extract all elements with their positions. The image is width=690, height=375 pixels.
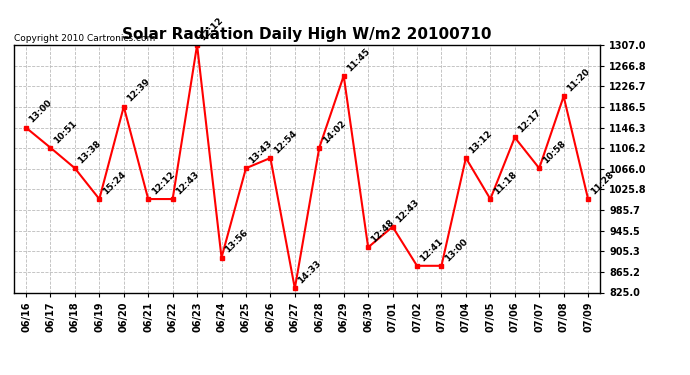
Text: 13:00: 13:00 bbox=[443, 237, 469, 263]
Text: 13:43: 13:43 bbox=[247, 139, 274, 165]
Text: 13:38: 13:38 bbox=[77, 139, 103, 165]
Text: 11:18: 11:18 bbox=[492, 170, 518, 196]
Text: 12:12: 12:12 bbox=[150, 170, 176, 196]
Text: 12:39: 12:39 bbox=[125, 77, 152, 104]
Text: 12:12: 12:12 bbox=[199, 16, 225, 42]
Text: Copyright 2010 Cartronics.com: Copyright 2010 Cartronics.com bbox=[14, 33, 155, 42]
Text: 13:12: 13:12 bbox=[467, 129, 494, 155]
Text: 13:00: 13:00 bbox=[28, 99, 54, 125]
Text: 15:24: 15:24 bbox=[101, 170, 128, 196]
Text: 12:17: 12:17 bbox=[516, 108, 543, 135]
Text: 14:33: 14:33 bbox=[296, 259, 323, 286]
Text: 11:45: 11:45 bbox=[345, 46, 372, 73]
Text: 14:02: 14:02 bbox=[321, 118, 347, 145]
Text: 13:56: 13:56 bbox=[223, 228, 250, 255]
Text: 12:48: 12:48 bbox=[370, 218, 396, 244]
Text: 10:58: 10:58 bbox=[540, 139, 567, 165]
Text: 12:43: 12:43 bbox=[174, 170, 201, 196]
Title: Solar Radiation Daily High W/m2 20100710: Solar Radiation Daily High W/m2 20100710 bbox=[122, 27, 492, 42]
Text: 12:43: 12:43 bbox=[394, 197, 421, 224]
Text: 11:20: 11:20 bbox=[565, 67, 591, 94]
Text: 11:28: 11:28 bbox=[589, 170, 616, 196]
Text: 10:51: 10:51 bbox=[52, 118, 79, 145]
Text: 12:54: 12:54 bbox=[272, 129, 299, 155]
Text: 12:41: 12:41 bbox=[418, 236, 445, 263]
